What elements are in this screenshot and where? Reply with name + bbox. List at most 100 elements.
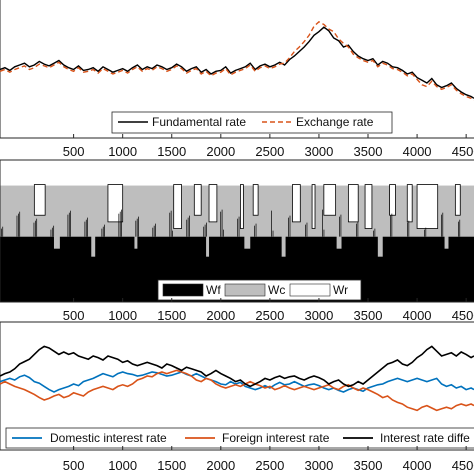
panel-3-legend: Domestic interest rate Foreign interest … xyxy=(5,427,474,449)
legend-exchange-rate-label: Exchange rate xyxy=(296,115,374,129)
x-tick-label: 1000 xyxy=(108,144,137,159)
x-tick-label: 4500 xyxy=(452,144,474,159)
wr-block xyxy=(365,184,372,229)
wr-block xyxy=(34,184,46,216)
wr-block-outline xyxy=(323,184,337,216)
legend-differential-label: Interest rate diffe xyxy=(380,431,470,445)
panel-2-x-ticks: 500 1000 1500 2000 2500 3000 3500 4000 4500 xyxy=(63,298,474,323)
x-tick-label: 2000 xyxy=(206,308,235,323)
wr-area-top xyxy=(0,160,474,186)
x-tick-label: 2500 xyxy=(255,308,284,323)
panel-2-legend: Wf Wc Wr xyxy=(157,279,362,301)
exchange-rate-line xyxy=(0,20,474,101)
wr-block-outline xyxy=(406,184,413,223)
wr-block-outline xyxy=(173,184,182,229)
x-tick-label: 2000 xyxy=(206,458,235,473)
wr-block-outline xyxy=(292,184,301,223)
wc-block xyxy=(244,234,251,249)
wr-block-outline xyxy=(193,184,202,216)
x-tick-label: 1000 xyxy=(108,308,137,323)
wr-block xyxy=(173,184,182,229)
wr-block xyxy=(417,184,438,229)
panel-3-x-ticks: 500 1000 1500 2000 2500 3000 3500 4000 4500 xyxy=(63,446,474,473)
wr-block xyxy=(253,184,259,216)
wr-block xyxy=(455,184,461,216)
legend-domestic-label: Domestic interest rate xyxy=(50,431,167,445)
weights-area xyxy=(0,160,474,302)
x-tick-label: 500 xyxy=(63,144,85,159)
wc-block xyxy=(53,234,60,249)
wc-area xyxy=(0,185,474,237)
wc-block xyxy=(377,234,383,257)
panel-2: Wf Wc Wr xyxy=(0,159,474,303)
wr-block-outline xyxy=(454,184,461,216)
wc-block xyxy=(206,234,210,257)
x-tick-label: 4500 xyxy=(452,458,474,473)
domestic-interest-rate-line xyxy=(0,371,474,393)
wr-block-outline xyxy=(33,184,46,216)
legend-fundamental-rate-label: Fundamental rate xyxy=(152,115,246,129)
fundamental-rate-line xyxy=(0,26,474,99)
legend-wc-swatch xyxy=(224,283,266,297)
wr-block-outline xyxy=(416,184,439,229)
legend-wr-swatch xyxy=(289,283,331,297)
wr-block xyxy=(348,184,359,222)
wr-block xyxy=(194,184,202,216)
x-tick-label: 2000 xyxy=(206,144,235,159)
wr-block-outline xyxy=(364,184,373,229)
x-tick-label: 3500 xyxy=(354,144,383,159)
foreign-interest-rate-line xyxy=(0,369,474,412)
wr-block-outline xyxy=(347,184,359,223)
wr-block-outline xyxy=(208,184,218,223)
interest-rate-differential-line xyxy=(0,345,474,388)
x-tick-label: 2500 xyxy=(255,458,284,473)
wr-block xyxy=(389,184,396,216)
x-tick-label: 3000 xyxy=(304,458,333,473)
panel-3-axes-box xyxy=(0,321,474,451)
panel-2-axes-box xyxy=(0,159,474,303)
wr-block xyxy=(209,184,217,222)
x-tick-label: 3500 xyxy=(354,308,383,323)
wc-block xyxy=(134,234,138,249)
wr-block-outline xyxy=(240,184,244,229)
x-tick-label: 1000 xyxy=(108,458,137,473)
x-tick-label: 3500 xyxy=(354,458,383,473)
wr-block xyxy=(107,184,123,222)
wr-block-outline xyxy=(252,184,259,216)
x-tick-label: 2500 xyxy=(255,144,284,159)
x-tick-label: 4000 xyxy=(403,458,432,473)
wc-block xyxy=(336,234,342,249)
wr-block xyxy=(407,184,413,222)
x-tick-label: 4500 xyxy=(452,308,474,323)
panel-1: Fundamental rate Exchange rate xyxy=(0,0,474,139)
panel-1-x-ticks: 500 1000 1500 2000 2500 3000 3500 4000 4500 xyxy=(63,134,474,159)
legend-foreign-label: Foreign interest rate xyxy=(222,431,330,445)
wc-block xyxy=(91,234,96,257)
wr-block xyxy=(240,184,244,229)
legend-wf-label: Wf xyxy=(206,283,221,297)
panel-3: Domestic interest rate Foreign interest … xyxy=(0,321,474,451)
panel-1-legend: Fundamental rate Exchange rate xyxy=(111,111,393,134)
x-tick-label: 1500 xyxy=(157,144,186,159)
x-tick-label: 4000 xyxy=(403,144,432,159)
panel-1-legend-box xyxy=(111,111,393,134)
x-tick-label: 1500 xyxy=(157,458,186,473)
x-tick-label: 4000 xyxy=(403,308,432,323)
wr-block-outline xyxy=(107,184,124,223)
legend-wr-label: Wr xyxy=(333,283,348,297)
legend-wc-label: Wc xyxy=(268,283,285,297)
x-tick-label: 500 xyxy=(63,458,85,473)
wr-block xyxy=(292,184,301,222)
wr-block-outline xyxy=(311,184,316,229)
wr-block xyxy=(323,184,336,216)
panel-1-axes-box xyxy=(0,0,474,139)
legend-wf-swatch xyxy=(162,283,204,297)
x-tick-label: 3000 xyxy=(304,144,333,159)
x-tick-label: 1500 xyxy=(157,308,186,323)
wc-block xyxy=(444,234,449,249)
wc-block xyxy=(281,234,286,257)
x-tick-label: 500 xyxy=(63,308,85,323)
wr-block xyxy=(312,184,316,229)
wr-block-outline xyxy=(389,184,396,216)
